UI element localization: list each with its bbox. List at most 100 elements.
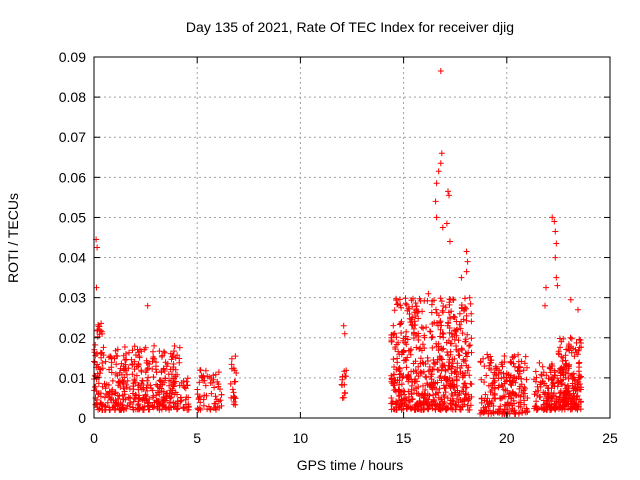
data-point <box>174 352 181 359</box>
data-point <box>390 331 397 338</box>
data-point <box>458 274 465 281</box>
data-point <box>484 351 491 358</box>
data-point <box>409 379 416 386</box>
data-point <box>343 367 350 374</box>
data-point <box>511 363 518 370</box>
data-point <box>562 352 569 359</box>
data-point <box>412 300 419 306</box>
data-point <box>231 378 238 385</box>
data-point <box>145 374 152 381</box>
data-point <box>147 382 154 389</box>
data-point <box>481 397 488 404</box>
data-point <box>488 387 495 394</box>
data-point <box>343 373 349 380</box>
data-point <box>396 351 403 358</box>
data-point <box>108 369 115 376</box>
data-point <box>492 395 499 402</box>
data-point <box>438 377 445 384</box>
data-point <box>515 410 522 417</box>
data-point <box>398 330 405 336</box>
data-point <box>533 403 540 410</box>
data-point <box>156 402 163 409</box>
data-point <box>449 383 456 390</box>
data-point <box>466 343 472 349</box>
data-point <box>448 340 455 347</box>
axis-ticks <box>93 56 611 419</box>
data-point <box>512 392 519 399</box>
data-point <box>435 389 442 396</box>
data-point <box>125 395 132 402</box>
x-tick-label: 0 <box>90 430 98 446</box>
data-point <box>161 349 168 356</box>
data-point <box>437 333 444 340</box>
data-point <box>524 364 530 371</box>
data-point <box>100 352 107 359</box>
data-point <box>556 390 563 397</box>
data-point <box>468 381 475 388</box>
data-point <box>121 374 128 381</box>
data-point <box>438 396 445 403</box>
data-point <box>393 398 400 405</box>
data-point <box>171 380 178 387</box>
data-point <box>94 327 101 333</box>
data-point <box>549 374 555 380</box>
data-point <box>151 403 158 410</box>
data-point <box>537 379 544 386</box>
data-point <box>135 382 141 389</box>
data-point <box>136 405 143 412</box>
data-point <box>507 377 514 384</box>
data-point <box>407 347 414 354</box>
data-point <box>135 406 142 413</box>
data-point <box>398 304 405 311</box>
data-point <box>551 400 558 407</box>
data-point <box>341 389 348 396</box>
data-point <box>100 344 107 351</box>
data-point <box>393 404 400 411</box>
data-point <box>106 407 113 413</box>
data-point <box>106 366 113 373</box>
data-point <box>507 358 514 365</box>
data-point <box>439 361 446 367</box>
data-point <box>517 393 524 400</box>
data-point <box>138 367 145 374</box>
data-point <box>464 353 470 360</box>
data-point <box>563 362 570 369</box>
data-point <box>411 387 418 394</box>
data-point <box>404 354 411 361</box>
data-point <box>447 351 454 358</box>
data-point <box>468 310 475 317</box>
data-point <box>559 381 565 388</box>
data-point <box>148 402 154 409</box>
data-point <box>210 372 217 379</box>
data-point <box>501 406 508 413</box>
data-point <box>446 325 453 331</box>
data-point <box>515 358 522 365</box>
data-point <box>408 297 415 304</box>
data-point <box>571 400 578 407</box>
data-point <box>462 295 468 302</box>
x-axis-label: GPS time / hours <box>297 457 404 473</box>
data-point <box>156 348 163 355</box>
data-point <box>121 391 128 398</box>
data-point <box>121 366 128 373</box>
data-point <box>465 364 472 371</box>
data-point <box>144 403 151 410</box>
data-point <box>426 392 433 399</box>
data-point <box>121 344 128 350</box>
data-point <box>204 373 211 380</box>
data-point <box>480 408 487 415</box>
data-point <box>519 408 526 414</box>
data-point <box>431 396 438 403</box>
data-point <box>480 355 487 362</box>
data-point <box>575 360 582 367</box>
data-point <box>453 395 460 402</box>
data-point <box>154 383 161 389</box>
data-point <box>555 379 562 386</box>
data-point <box>232 353 239 360</box>
data-point <box>556 335 563 342</box>
data-point <box>544 395 551 402</box>
data-point <box>413 307 420 314</box>
data-point <box>520 367 527 374</box>
data-point <box>567 296 574 303</box>
data-point <box>420 382 426 389</box>
